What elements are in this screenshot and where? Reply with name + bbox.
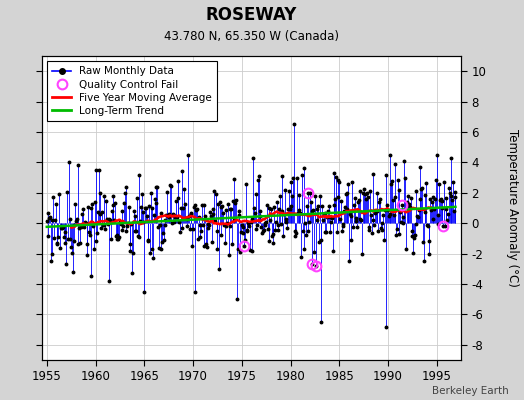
Text: 43.780 N, 65.350 W (Canada): 43.780 N, 65.350 W (Canada)	[164, 30, 339, 43]
Text: Berkeley Earth: Berkeley Earth	[432, 386, 508, 396]
Text: ROSEWAY: ROSEWAY	[206, 6, 297, 24]
Legend: Raw Monthly Data, Quality Control Fail, Five Year Moving Average, Long-Term Tren: Raw Monthly Data, Quality Control Fail, …	[47, 61, 217, 121]
Y-axis label: Temperature Anomaly (°C): Temperature Anomaly (°C)	[506, 129, 519, 287]
